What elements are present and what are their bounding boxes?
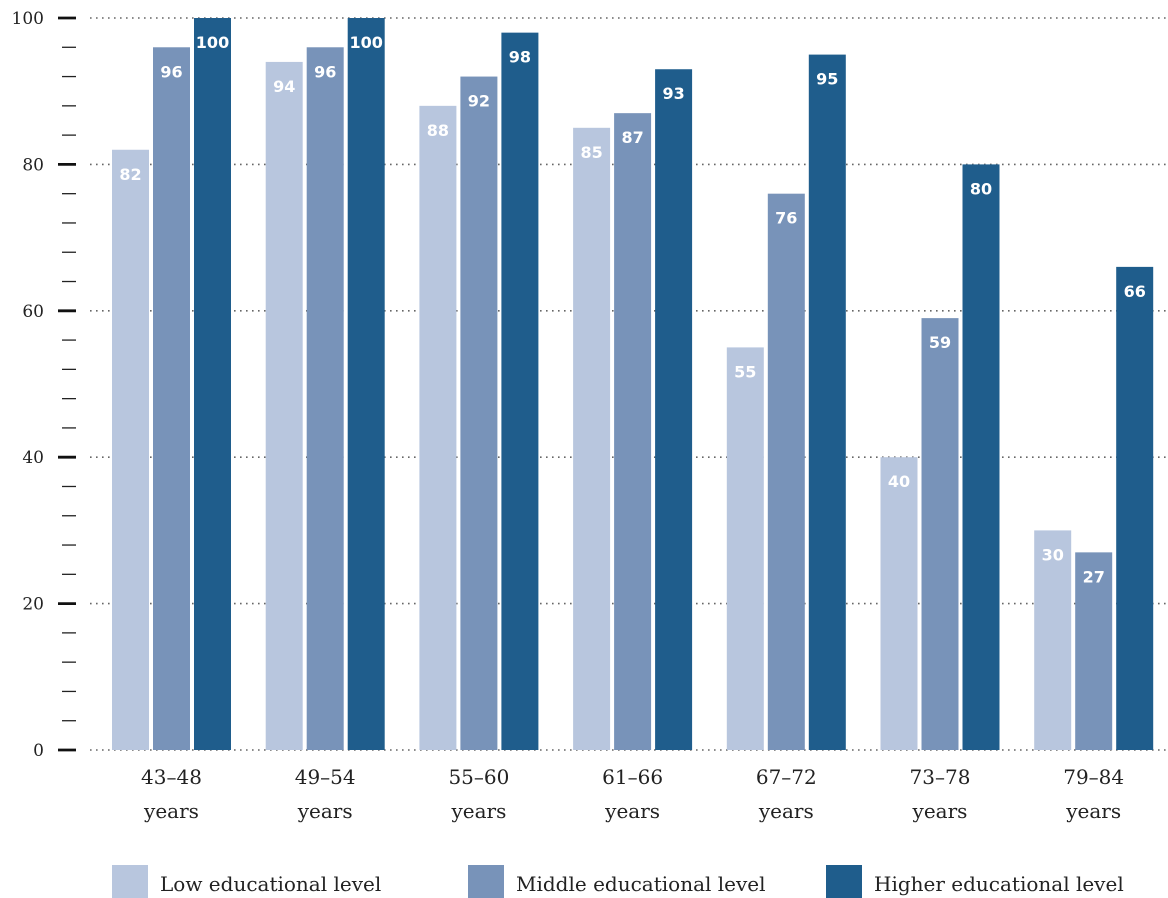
bar-value-label: 27 (1083, 567, 1105, 586)
y-tick-label: 100 (12, 9, 44, 29)
bar (194, 18, 231, 750)
y-tick-label: 60 (22, 302, 44, 322)
bar-value-label: 96 (160, 62, 182, 81)
bar-value-label: 100 (196, 33, 229, 52)
bar-value-label: 40 (888, 472, 910, 491)
bar (726, 347, 764, 750)
legend-swatch (468, 865, 504, 898)
bar-value-label: 98 (509, 48, 531, 67)
bar (767, 193, 805, 750)
bar-value-label: 94 (273, 77, 295, 96)
bar (501, 32, 539, 750)
legend-swatch (826, 865, 862, 898)
bar (614, 113, 652, 750)
x-tick-label: years (1065, 799, 1121, 823)
bar-value-label: 30 (1042, 545, 1064, 564)
bar-value-label: 88 (427, 121, 449, 140)
legend-label: Middle educational level (516, 872, 766, 896)
bar-value-label: 85 (580, 143, 602, 162)
bar (306, 47, 344, 750)
bar (112, 149, 149, 750)
x-axis: 43–48 years 49–54 years 55–60 years 61–66 years… (141, 765, 1124, 823)
bar-value-label: 93 (662, 84, 684, 103)
y-tick-label: 40 (22, 448, 44, 468)
x-tick-label: 67–72 (756, 765, 817, 789)
x-tick-label: 55–60 (448, 765, 509, 789)
y-tick-label: 80 (22, 155, 44, 175)
bar-value-label: 95 (816, 70, 838, 89)
bar-value-label: 55 (734, 362, 756, 381)
bar (1116, 266, 1154, 750)
bar (880, 457, 918, 750)
x-tick-label: years (297, 799, 353, 823)
bar-value-label: 59 (929, 333, 951, 352)
bar-value-label: 66 (1124, 282, 1146, 301)
legend-label: Higher educational level (874, 872, 1124, 896)
legend-label: Low educational level (160, 872, 381, 896)
bar (921, 318, 959, 750)
bar-value-label: 92 (468, 92, 490, 111)
y-axis: 0 20 40 60 80 100 (12, 9, 76, 761)
bar (655, 69, 693, 751)
bar (419, 105, 457, 751)
x-tick-label: 73–78 (910, 765, 971, 789)
bar (808, 54, 846, 751)
bar-value-label: 80 (970, 179, 992, 198)
bar (460, 76, 498, 750)
x-tick-label: years (758, 799, 814, 823)
x-tick-label: years (604, 799, 660, 823)
bar-value-label: 82 (119, 165, 141, 184)
bar (153, 47, 190, 750)
bar-value-label: 76 (775, 209, 797, 228)
x-tick-label: years (450, 799, 506, 823)
bar (573, 127, 611, 751)
bar-value-label: 100 (349, 33, 382, 52)
x-tick-label: 61–66 (602, 765, 663, 789)
legend-swatch (112, 865, 148, 898)
bar-value-label: 96 (314, 62, 336, 81)
legend: Low educational level Middle educational … (112, 865, 1124, 898)
bar (265, 61, 303, 751)
bar (962, 164, 1000, 750)
bars: 82 96 100 94 96 100 88 92 98 85 87 93 55 76 95 40 59 80 30… (112, 18, 1154, 751)
bar (1034, 530, 1072, 750)
x-tick-label: 49–54 (295, 765, 356, 789)
x-tick-label: 79–84 (1063, 765, 1124, 789)
x-tick-label: years (143, 799, 199, 823)
y-tick-label: 0 (33, 741, 44, 761)
x-tick-label: years (912, 799, 968, 823)
x-tick-label: 43–48 (141, 765, 202, 789)
bar (1075, 552, 1113, 750)
bar (347, 18, 385, 750)
bar-value-label: 87 (621, 128, 643, 147)
y-tick-label: 20 (22, 595, 44, 615)
